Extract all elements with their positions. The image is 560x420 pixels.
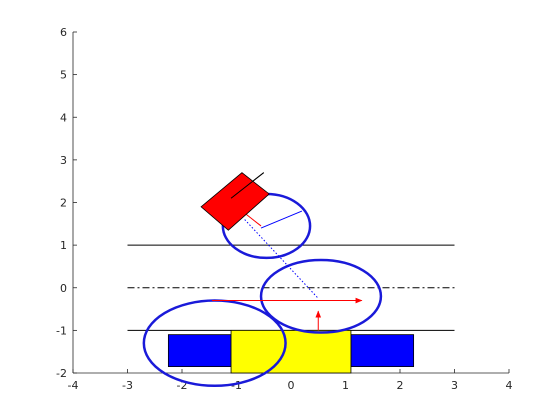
dotted-link-segment [244,219,319,299]
axes: -4 -3 -2 -1 0 1 2 3 4 -2 -1 0 1 2 3 4 5 6 [56,26,512,392]
y-tick-label: 1 [60,239,67,252]
black-tool-segment-top [230,172,265,199]
y-tick-label: 6 [60,26,67,39]
x-tick-label: 2 [397,379,404,392]
x-tick-label: 3 [451,379,458,392]
x-tick-label: 0 [288,379,295,392]
end-effector-box [200,172,270,231]
x-tick-label: -2 [177,379,188,392]
base-body-box [230,329,352,374]
left-wheel-box [167,334,232,368]
y-tick-label: 4 [60,111,67,124]
middle-ellipse [259,258,383,334]
diagram-marks [127,172,455,388]
y-tick-label: -2 [56,367,67,380]
x-tick-label: -1 [231,379,242,392]
y-tick-label: 2 [60,197,67,210]
x-tick-label: 1 [342,379,349,392]
x-tick-label: -3 [122,379,133,392]
y-tick-label: 0 [60,282,67,295]
x-tick-label: 4 [506,379,513,392]
red-link-segment [244,212,262,227]
y-tick-label: 3 [60,154,67,167]
y-tick-label: -1 [56,324,67,337]
y-tick-label: 5 [60,69,67,82]
blue-normal-segment [260,210,303,229]
right-wheel-box [350,334,415,368]
x-tick-label: -4 [68,379,79,392]
